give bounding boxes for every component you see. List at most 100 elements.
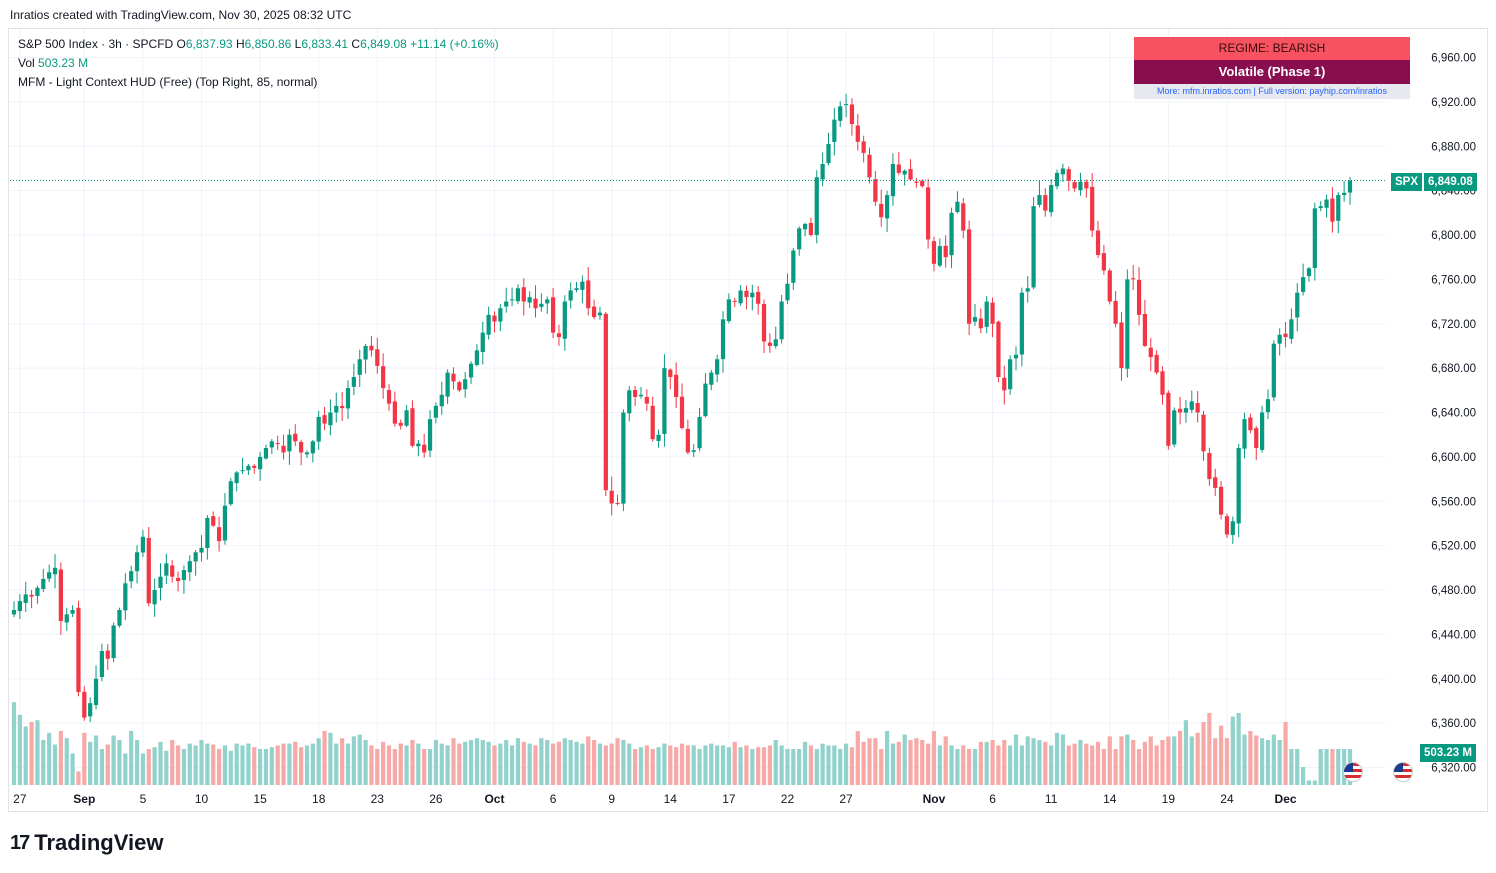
candle-body	[439, 394, 444, 407]
volume-bar	[1207, 713, 1212, 785]
price-label-value: 6,849.08	[1424, 173, 1477, 191]
volume-bar	[363, 740, 368, 785]
candle-body	[486, 314, 491, 335]
candle-body	[70, 609, 75, 614]
x-axis[interactable]: 27 Sep 5 10 15 18 23 26 Oct 6 9 14 17 22 27 Nov 6 11 14 19 2…	[13, 792, 1297, 806]
y-axis[interactable]: 6,320.00 6,360.00 6,400.00 6,440.00 6,480.00…	[1431, 53, 1476, 775]
candle-body	[627, 390, 632, 414]
x-tick-label: Oct	[484, 792, 504, 806]
legend-low: 6,833.41	[301, 37, 349, 51]
volume-bar	[1054, 732, 1060, 785]
legend-indicator-row[interactable]: MFM - Light Context HUD (Free) (Top Righ…	[18, 73, 499, 92]
y-tick-label: 6,400.00	[1431, 674, 1476, 686]
y-tick-label: 6,920.00	[1431, 97, 1476, 109]
candle-body	[668, 369, 673, 377]
volume-bar	[1301, 767, 1306, 785]
candle-body	[129, 571, 134, 582]
volume-bar	[181, 749, 187, 785]
volume-bar	[633, 749, 638, 785]
volume-bar	[357, 734, 362, 785]
legend-close-label: C	[351, 37, 361, 51]
volume-bar	[187, 743, 192, 785]
candle-body	[1113, 300, 1118, 324]
volume-bar	[140, 753, 146, 785]
candle-body	[1289, 319, 1294, 339]
us-flag-icon[interactable]	[1393, 762, 1413, 782]
x-tick-label: Dec	[1275, 792, 1297, 806]
volume-bar	[1265, 740, 1271, 785]
volume-bar	[504, 740, 509, 785]
candle-body	[884, 195, 890, 219]
candle-body	[398, 422, 403, 426]
volume-bar	[720, 745, 726, 785]
us-flag-icon[interactable]	[1343, 762, 1363, 782]
hud-regime: REGIME: BEARISH	[1134, 37, 1410, 60]
candle-body	[691, 450, 696, 452]
volume-bar	[867, 738, 872, 785]
candle-body	[984, 301, 989, 327]
candle-body	[498, 308, 503, 322]
candle-body	[685, 428, 690, 453]
candle-body	[509, 299, 515, 301]
volume-bar	[1125, 734, 1130, 785]
candle-body	[181, 570, 187, 581]
candle-body	[140, 536, 146, 553]
volume-bar	[29, 722, 34, 785]
volume-bar	[838, 749, 843, 785]
legend-ohlc-row: S&P 500 Index · 3h · SPCFD O6,837.93 H6,…	[18, 35, 499, 54]
y-tick-label: 6,960.00	[1431, 53, 1476, 65]
volume-bar	[1259, 738, 1265, 785]
volume-bar	[967, 749, 972, 785]
volume-bar	[1312, 780, 1317, 785]
candle-body	[539, 303, 544, 307]
candle-body	[457, 382, 462, 391]
candle-body	[445, 372, 450, 397]
candle-body	[134, 552, 140, 572]
hud-links[interactable]: More: mfm.inratios.com | Full version: p…	[1134, 84, 1410, 99]
legend-high: 6,850.86	[244, 37, 292, 51]
candles	[11, 93, 1353, 723]
volume-bar	[1306, 780, 1312, 785]
candle-body	[1271, 343, 1276, 398]
volume-bar	[814, 749, 819, 785]
volume-bar	[1218, 725, 1224, 785]
candle-body	[175, 577, 181, 582]
tradingview-logo[interactable]: 17 TradingView	[10, 830, 163, 856]
candle-body	[1119, 322, 1124, 369]
candle-body	[158, 576, 163, 588]
volume-bar	[662, 743, 667, 785]
volume-bar	[978, 741, 983, 785]
candle-body	[1090, 186, 1095, 231]
candle-body	[1148, 347, 1153, 358]
candle-body	[826, 144, 831, 164]
volume-bar	[334, 743, 339, 785]
candle-body	[41, 578, 46, 589]
legend-volume-label[interactable]: Vol	[18, 56, 35, 70]
volume-bar	[1148, 736, 1153, 785]
candle-body	[105, 650, 110, 659]
volume-bar	[1254, 735, 1259, 785]
volume-price-label: 503.23 M	[1420, 744, 1476, 762]
candle-body	[609, 490, 614, 504]
volume-bar	[1289, 749, 1294, 785]
volume-bar	[621, 740, 626, 785]
x-tick-label: 14	[1103, 792, 1117, 806]
candle-body	[64, 614, 69, 623]
candle-body	[123, 583, 128, 611]
candle-body	[164, 563, 169, 576]
candle-body	[703, 383, 708, 417]
candle-body	[427, 419, 433, 451]
volume-bar	[586, 736, 591, 785]
candle-body	[1254, 428, 1259, 448]
candle-body	[943, 245, 948, 258]
legend-open-label: O	[176, 37, 186, 51]
volume-bar	[832, 745, 837, 785]
x-tick-label: 6	[989, 792, 996, 806]
candle-body	[1013, 354, 1019, 359]
legend-indicator-name[interactable]: MFM - Light Context HUD (Free) (Top Righ…	[18, 75, 318, 89]
x-tick-label: 14	[664, 792, 678, 806]
volume-bar	[750, 749, 755, 785]
legend-symbol[interactable]: S&P 500 Index · 3h · SPCFD	[18, 37, 174, 51]
volume-bar	[591, 740, 597, 785]
